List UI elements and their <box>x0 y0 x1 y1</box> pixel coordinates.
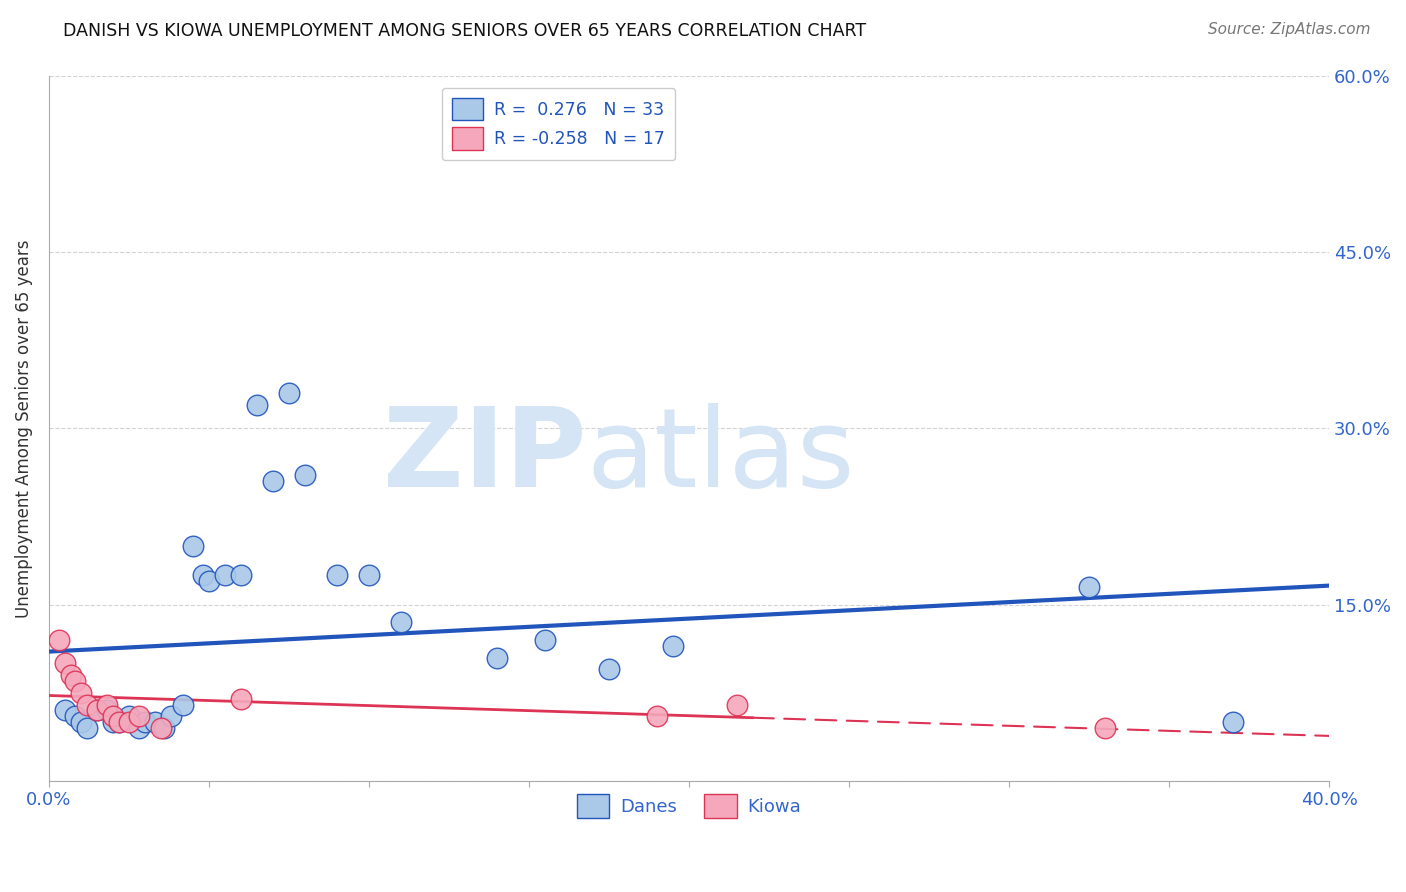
Point <box>101 709 124 723</box>
Point <box>645 709 668 723</box>
Point <box>63 709 86 723</box>
Point <box>86 703 108 717</box>
Point <box>143 715 166 730</box>
Point <box>534 632 557 647</box>
Point <box>96 698 118 712</box>
Point <box>63 674 86 689</box>
Point <box>262 474 284 488</box>
Point <box>278 386 301 401</box>
Point <box>128 721 150 735</box>
Text: ZIP: ZIP <box>384 403 586 510</box>
Point <box>1078 580 1101 594</box>
Point <box>725 698 748 712</box>
Point <box>662 639 685 653</box>
Point <box>181 539 204 553</box>
Point <box>70 686 93 700</box>
Point <box>76 721 98 735</box>
Point <box>101 715 124 730</box>
Point <box>294 468 316 483</box>
Point <box>134 715 156 730</box>
Point <box>357 568 380 582</box>
Point <box>70 715 93 730</box>
Point <box>229 568 252 582</box>
Point <box>153 721 176 735</box>
Point <box>389 615 412 630</box>
Legend: Danes, Kiowa: Danes, Kiowa <box>569 788 808 825</box>
Point <box>149 721 172 735</box>
Point <box>53 703 76 717</box>
Point <box>1094 721 1116 735</box>
Point <box>485 650 508 665</box>
Point <box>48 632 70 647</box>
Point <box>246 398 269 412</box>
Point <box>118 715 141 730</box>
Point <box>326 568 349 582</box>
Text: atlas: atlas <box>586 403 855 510</box>
Point <box>229 691 252 706</box>
Point <box>191 568 214 582</box>
Point <box>76 698 98 712</box>
Y-axis label: Unemployment Among Seniors over 65 years: Unemployment Among Seniors over 65 years <box>15 239 32 617</box>
Point <box>1222 715 1244 730</box>
Point <box>159 709 181 723</box>
Point <box>118 709 141 723</box>
Point <box>128 709 150 723</box>
Text: DANISH VS KIOWA UNEMPLOYMENT AMONG SENIORS OVER 65 YEARS CORRELATION CHART: DANISH VS KIOWA UNEMPLOYMENT AMONG SENIO… <box>63 22 866 40</box>
Point <box>108 715 131 730</box>
Point <box>172 698 194 712</box>
Point <box>53 657 76 671</box>
Point <box>108 715 131 730</box>
Point <box>198 574 221 588</box>
Point <box>598 662 620 676</box>
Point <box>60 668 83 682</box>
Point <box>96 703 118 717</box>
Point <box>86 703 108 717</box>
Text: Source: ZipAtlas.com: Source: ZipAtlas.com <box>1208 22 1371 37</box>
Point <box>214 568 236 582</box>
